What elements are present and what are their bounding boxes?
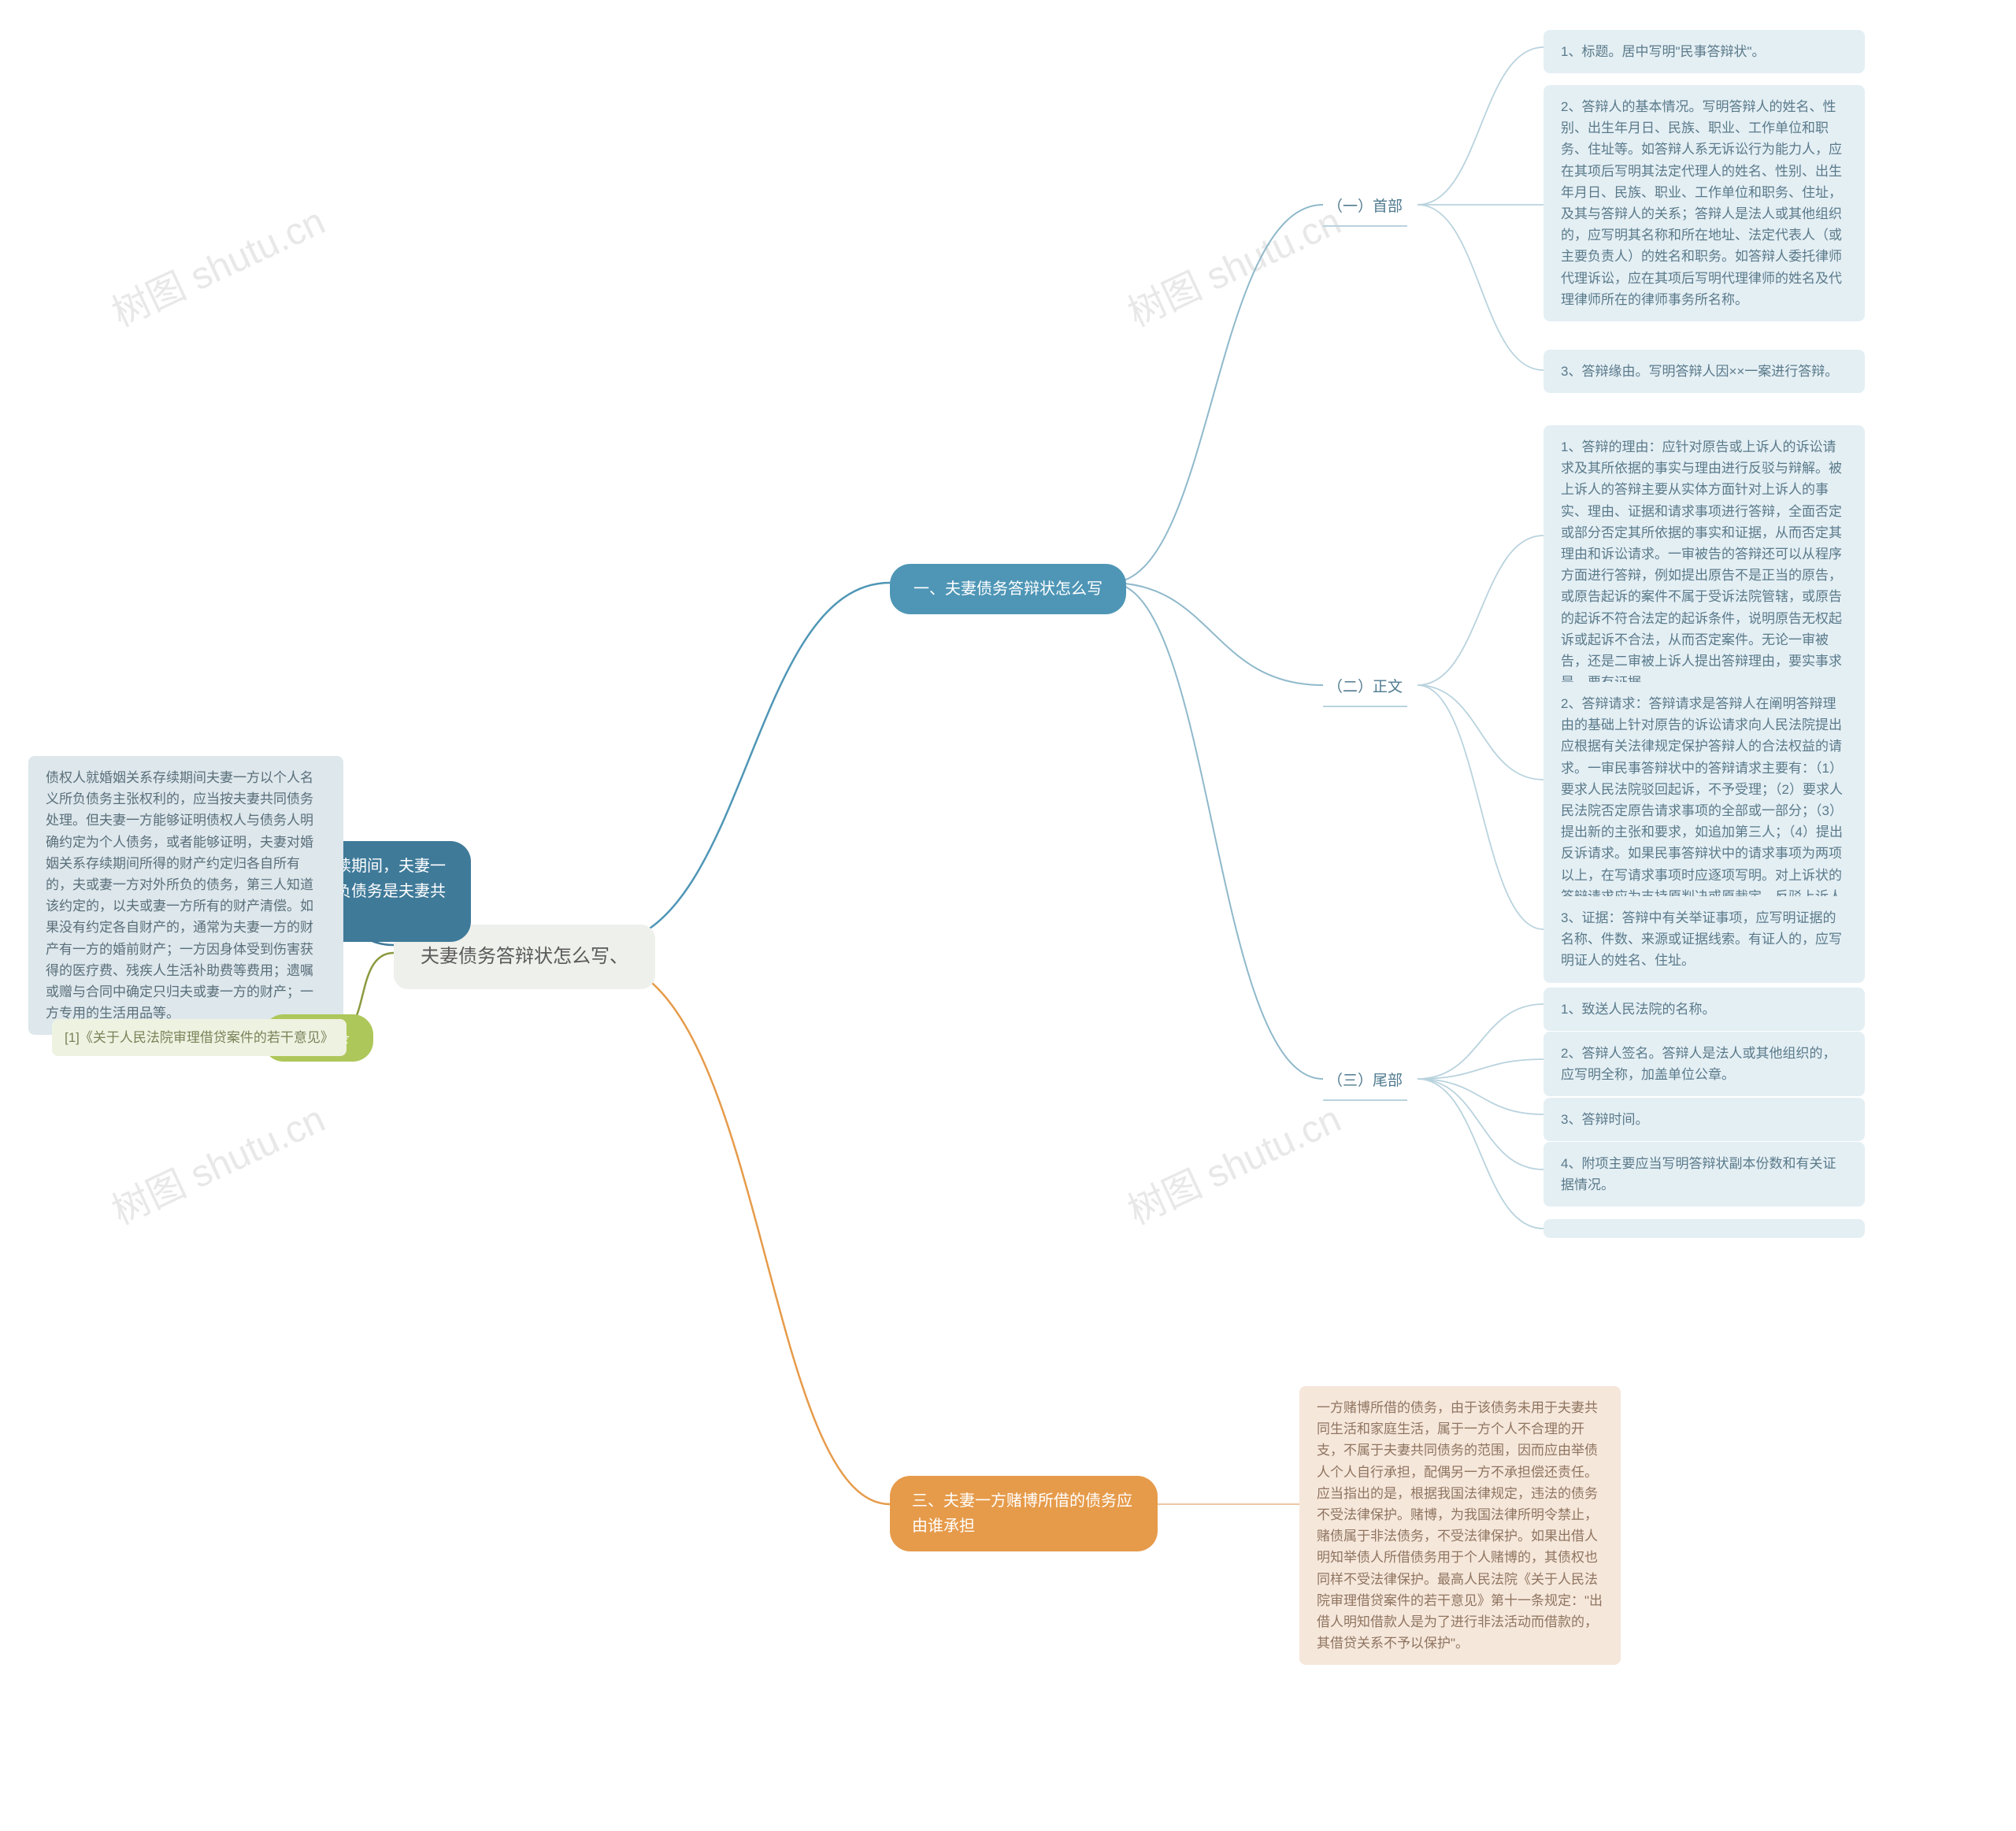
sub2-leaf3: 3、证据：答辩中有关举证事项，应写明证据的名称、件数、来源或证据线索。有证人的，…	[1544, 896, 1865, 983]
sub3-leaf1: 1、致送人民法院的名称。	[1544, 988, 1865, 1031]
sub2-leaf1: 1、答辩的理由：应针对原告或上诉人的诉讼请求及其所依据的事实与理由进行反驳与辩解…	[1544, 425, 1865, 704]
section3-node: 三、夫妻一方赌博所借的债务应由谁承担	[890, 1476, 1158, 1551]
watermark: 树图 shutu.cn	[102, 1088, 332, 1235]
sub1-leaf1: 1、标题。居中写明"民事答辩状"。	[1544, 30, 1865, 73]
sub3-leaf4: 4、附项主要应当写明答辩状副本份数和有关证据情况。	[1544, 1142, 1865, 1206]
sub1-node: （一）首部	[1323, 189, 1407, 227]
section3-leaf: 一方赌博所借的债务，由于该债务未用于夫妻共同生活和家庭生活，属于一方个人不合理的…	[1299, 1386, 1621, 1665]
sub2-node: （二）正文	[1323, 669, 1407, 707]
section1-node: 一、夫妻债务答辩状怎么写	[890, 564, 1126, 614]
ref-leaf: [1]《关于人民法院审理借贷案件的若干意见》	[52, 1019, 346, 1056]
sub1-leaf3: 3、答辩缘由。写明答辩人因××一案进行答辩。	[1544, 350, 1865, 393]
section2-leaf: 债权人就婚姻关系存续期间夫妻一方以个人名义所负债务主张权利的，应当按夫妻共同债务…	[28, 756, 343, 1035]
sub3-empty-leaf	[1544, 1219, 1865, 1238]
sub3-node: （三）尾部	[1323, 1063, 1407, 1101]
watermark: 树图 shutu.cn	[102, 191, 332, 337]
watermark: 树图 shutu.cn	[1117, 1088, 1348, 1235]
sub3-leaf2: 2、答辩人签名。答辩人是法人或其他组织的，应写明全称，加盖单位公章。	[1544, 1032, 1865, 1096]
sub3-leaf3: 3、答辩时间。	[1544, 1098, 1865, 1141]
sub1-leaf2: 2、答辩人的基本情况。写明答辩人的姓名、性别、出生年月日、民族、职业、工作单位和…	[1544, 85, 1865, 321]
watermark: 树图 shutu.cn	[1117, 191, 1348, 337]
